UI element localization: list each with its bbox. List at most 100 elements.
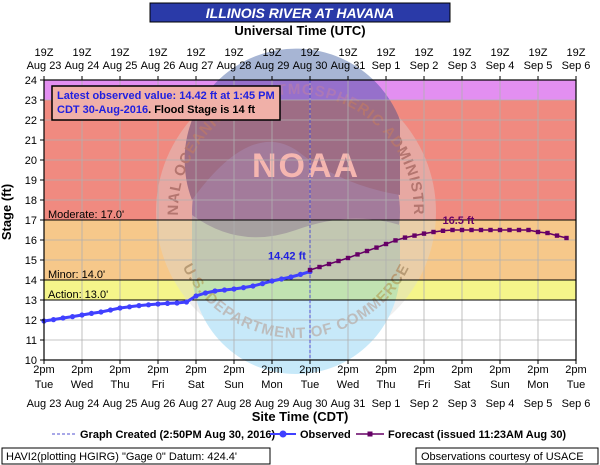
legend-observed-marker bbox=[279, 430, 287, 438]
observed-point-18 bbox=[212, 288, 218, 294]
bottom-tick-date-6: Aug 29 bbox=[255, 398, 290, 410]
bottom-tick-day-1: Wed bbox=[71, 379, 93, 391]
y-tick-label-24: 24 bbox=[25, 75, 37, 87]
observed-point-5 bbox=[88, 310, 95, 316]
bottom-tick-date-7: Aug 30 bbox=[293, 398, 328, 410]
bottom-tick-day-14: Tue bbox=[567, 379, 586, 391]
top-tick-date-0: Aug 23 bbox=[27, 60, 62, 72]
bottom-tick-time-2: 2pm bbox=[109, 364, 130, 376]
y-tick-label-17: 17 bbox=[25, 215, 37, 227]
legend: Graph Created (2:50PM Aug 30, 2016) Obse… bbox=[52, 429, 566, 441]
y-tick-label-11: 11 bbox=[26, 335, 37, 347]
y-tick-label-15: 15 bbox=[25, 255, 37, 267]
bottom-tick-day-6: Mon bbox=[261, 379, 282, 391]
forecast-point-12 bbox=[421, 231, 427, 236]
top-tick-time-4: 19Z bbox=[187, 47, 206, 59]
top-tick-date-7: Aug 30 bbox=[293, 60, 328, 72]
bottom-tick-date-5: Aug 28 bbox=[217, 398, 252, 410]
top-tick-date-9: Sep 1 bbox=[372, 60, 401, 72]
legend-forecast: Forecast (issued 11:23AM Aug 30) bbox=[388, 429, 566, 441]
forecast-point-0 bbox=[307, 267, 313, 273]
y-tick-label-18: 18 bbox=[25, 195, 37, 207]
forecast-point-10 bbox=[402, 235, 408, 240]
y-tick-label-21: 21 bbox=[25, 135, 37, 147]
top-tick-date-8: Aug 31 bbox=[331, 60, 366, 72]
watermark-ring bbox=[156, 72, 436, 352]
observed-point-13 bbox=[164, 300, 171, 306]
bottom-tick-time-0: 2pm bbox=[33, 364, 54, 376]
forecast-point-18 bbox=[478, 227, 484, 233]
observed-point-21 bbox=[240, 285, 247, 291]
y-tick-label-10: 10 bbox=[25, 355, 37, 367]
bottom-tick-time-9: 2pm bbox=[375, 364, 396, 376]
bottom-tick-day-11: Sat bbox=[454, 379, 471, 391]
y-tick-label-20: 20 bbox=[25, 155, 37, 167]
observed-point-26 bbox=[288, 274, 294, 280]
watermark-noaa-text: NOAA bbox=[252, 147, 360, 185]
bottom-tick-time-7: 2pm bbox=[299, 364, 320, 376]
top-tick-time-9: 19Z bbox=[377, 47, 396, 59]
threshold-label-2: Action: 13.0' bbox=[48, 289, 108, 301]
top-tick-date-6: Aug 29 bbox=[255, 60, 290, 72]
chart-title: ILLINOIS RIVER AT HAVANA bbox=[206, 5, 394, 21]
bottom-tick-date-0: Aug 23 bbox=[27, 398, 62, 410]
y-tick-label-14: 14 bbox=[25, 275, 37, 287]
bottom-tick-day-0: Tue bbox=[35, 379, 54, 391]
top-tick-date-4: Aug 27 bbox=[179, 60, 214, 72]
bottom-tick-day-8: Wed bbox=[337, 379, 359, 391]
bottom-tick-time-5: 2pm bbox=[223, 364, 244, 376]
forecast-point-23 bbox=[526, 227, 531, 233]
bottom-tick-day-13: Mon bbox=[527, 379, 548, 391]
forecast-point-22 bbox=[516, 227, 522, 233]
forecast-line bbox=[309, 229, 567, 271]
top-tick-time-0: 19Z bbox=[35, 47, 54, 59]
forecast-point-11 bbox=[412, 233, 417, 238]
forecast-point-16 bbox=[459, 227, 465, 233]
observed-point-8 bbox=[117, 305, 123, 311]
observed-value-label: 14.42 ft bbox=[268, 251, 306, 263]
top-tick-time-12: 19Z bbox=[491, 47, 510, 59]
observed-point-12 bbox=[155, 301, 161, 307]
y-tick-label-19: 19 bbox=[25, 175, 37, 187]
x-axis-title: Site Time (CDT) bbox=[252, 409, 349, 424]
top-tick-date-13: Sep 5 bbox=[524, 60, 553, 72]
forecast-point-20 bbox=[497, 227, 503, 233]
forecast-point-2 bbox=[326, 261, 332, 267]
footer-credit: Observations courtesy of USACE bbox=[421, 451, 584, 463]
observed-point-10 bbox=[136, 303, 142, 309]
latest-box-line2: CDT 30-Aug-2016. Flood Stage is 14 ft bbox=[57, 104, 255, 116]
top-tick-time-14: 19Z bbox=[567, 47, 586, 59]
forecast-point-21 bbox=[507, 227, 512, 233]
forecast-point-8 bbox=[383, 241, 389, 247]
observed-point-15 bbox=[183, 299, 190, 305]
bottom-tick-date-2: Aug 25 bbox=[103, 398, 138, 410]
observed-point-23 bbox=[259, 281, 266, 287]
bottom-tick-time-3: 2pm bbox=[147, 364, 168, 376]
bottom-tick-date-3: Aug 26 bbox=[141, 398, 176, 410]
observed-point-6 bbox=[98, 309, 104, 315]
observed-point-9 bbox=[126, 304, 133, 310]
bottom-tick-day-3: Fri bbox=[152, 379, 165, 391]
top-tick-date-14: Sep 6 bbox=[562, 60, 591, 72]
top-tick-time-3: 19Z bbox=[149, 47, 168, 59]
top-tick-time-13: 19Z bbox=[529, 47, 548, 59]
latest-observation-box: Latest observed value: 14.42 ft at 1:45 … bbox=[51, 85, 281, 121]
forecast-point-3 bbox=[336, 258, 341, 264]
forecast-point-4 bbox=[345, 255, 351, 261]
forecast-point-1 bbox=[317, 264, 322, 270]
legend-forecast-marker bbox=[367, 431, 373, 437]
observed-point-27 bbox=[297, 271, 304, 277]
bottom-tick-time-8: 2pm bbox=[337, 364, 358, 376]
latest-box-line1: Latest observed value: 14.42 ft at 1:45 … bbox=[57, 90, 275, 102]
bottom-tick-time-14: 2pm bbox=[565, 364, 586, 376]
top-tick-date-3: Aug 26 bbox=[141, 60, 176, 72]
bottom-tick-date-12: Sep 4 bbox=[486, 398, 515, 410]
forecast-point-5 bbox=[355, 252, 360, 257]
bottom-tick-day-5: Sun bbox=[224, 379, 244, 391]
bottom-tick-time-12: 2pm bbox=[489, 364, 510, 376]
forecast-point-26 bbox=[554, 233, 560, 238]
top-tick-time-11: 19Z bbox=[453, 47, 472, 59]
y-tick-label-13: 13 bbox=[25, 295, 37, 307]
footer-datum: HAVI2(plotting HGIRG) "Gage 0" Datum: 42… bbox=[6, 451, 237, 463]
